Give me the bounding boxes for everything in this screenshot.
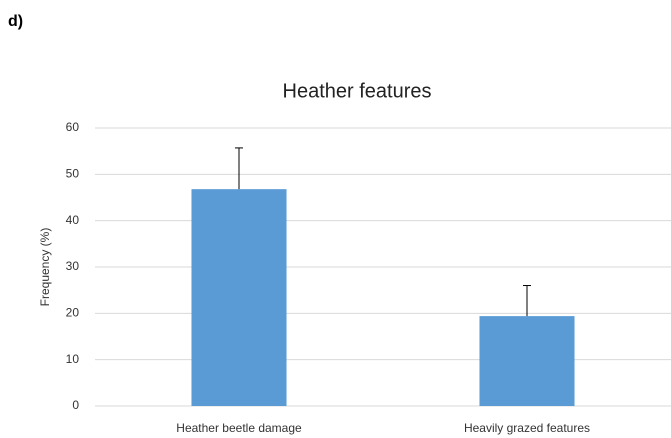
- panel-label: d): [8, 13, 23, 30]
- y-tick-label: 0: [72, 398, 79, 412]
- error-bar: [235, 147, 243, 190]
- bar: [479, 316, 575, 406]
- chart-title: Heather features: [283, 80, 432, 102]
- y-axis-label: Frequency (%): [38, 228, 52, 307]
- y-tick-label: 40: [66, 213, 80, 227]
- y-tick-label: 20: [66, 306, 80, 320]
- error-bar: [523, 285, 531, 317]
- x-tick-label: Heather beetle damage: [176, 421, 302, 435]
- bar: [191, 189, 287, 406]
- x-tick-label: Heavily grazed features: [464, 421, 590, 435]
- y-tick-label: 60: [66, 120, 80, 134]
- y-tick-label: 10: [66, 352, 80, 366]
- y-tick-label: 50: [66, 167, 80, 181]
- y-tick-label: 30: [66, 259, 80, 273]
